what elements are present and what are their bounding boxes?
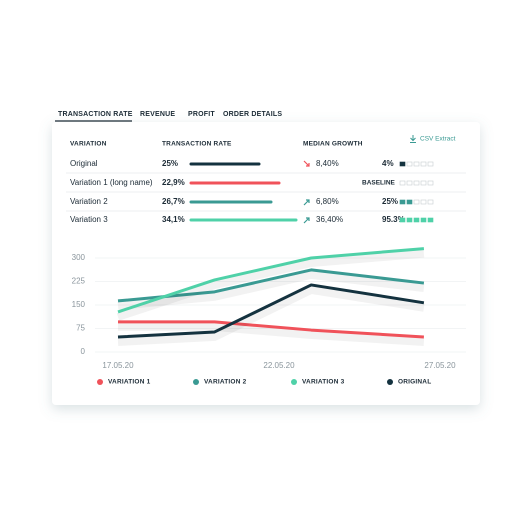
line-shadow — [116, 249, 425, 321]
growth: 8,40% — [316, 159, 339, 168]
trend-arrow — [303, 199, 310, 206]
score-dot — [399, 217, 406, 223]
score: 4% — [382, 159, 394, 168]
series-line — [117, 283, 425, 339]
score-dot — [420, 217, 427, 223]
line-shadow — [117, 285, 425, 346]
score: 25% — [382, 197, 398, 206]
legend-label: VARIATION 1 — [108, 379, 151, 386]
score: BASELINE — [362, 180, 396, 187]
trend-arrow — [303, 160, 310, 167]
y-tick-label: 0 — [81, 347, 86, 356]
y-tick-label: 225 — [72, 277, 86, 286]
legend-label: ORIGINAL — [398, 379, 431, 386]
x-tick-label: 22.05.20 — [263, 361, 295, 370]
variation-name: Variation 2 — [70, 197, 108, 206]
score-dot — [427, 217, 434, 223]
score-dot — [406, 161, 413, 167]
rate: 22,9% — [162, 178, 185, 187]
legend-swatch — [291, 379, 297, 385]
y-tick-label: 300 — [72, 253, 86, 262]
csv-link[interactable]: CSV Extract — [420, 136, 456, 143]
download-icon — [410, 135, 416, 143]
rate: 25% — [162, 159, 178, 168]
legend-swatch — [193, 379, 199, 385]
score-dot — [420, 161, 427, 167]
variation-name: Original — [70, 159, 98, 168]
series-line — [118, 320, 424, 339]
y-tick-label: 150 — [72, 300, 86, 309]
series-line — [117, 247, 425, 314]
growth: 36,40% — [316, 215, 343, 224]
trend-arrow — [303, 217, 310, 224]
rate: 26,7% — [162, 197, 185, 206]
x-tick-label: 17.05.20 — [102, 361, 134, 370]
column-header: MEDIAN GROWTH — [303, 141, 363, 148]
score-dot — [427, 180, 434, 186]
score-dot — [406, 180, 413, 186]
column-header: TRANSACTION RATE — [162, 141, 232, 148]
score-dot — [399, 199, 406, 205]
score-dot — [420, 180, 427, 186]
tab[interactable]: ORDER DETAILS — [223, 111, 282, 118]
score-dot — [413, 199, 420, 205]
legend-label: VARIATION 3 — [302, 379, 345, 386]
line-shadow — [117, 270, 425, 310]
tab[interactable]: PROFIT — [188, 111, 215, 118]
score-dot — [399, 180, 406, 186]
score-dot — [420, 199, 427, 205]
score-dot — [413, 161, 420, 167]
score-dot — [427, 199, 434, 205]
score-dot — [413, 180, 420, 186]
score-dot — [427, 161, 434, 167]
column-header: VARIATION — [70, 141, 107, 148]
score-dot — [406, 199, 413, 205]
legend-label: VARIATION 2 — [204, 379, 247, 386]
score-dot — [399, 161, 406, 167]
x-tick-label: 27.05.20 — [424, 361, 456, 370]
legend-swatch — [97, 379, 103, 385]
variation-name: Variation 1 (long name) — [70, 178, 153, 187]
rate: 34,1% — [162, 215, 185, 224]
growth: 6,80% — [316, 197, 339, 206]
line-shadow — [118, 322, 425, 346]
score-dot — [413, 217, 420, 223]
legend-swatch — [387, 379, 393, 385]
score: 95.3% — [382, 215, 405, 224]
score-dot — [406, 217, 413, 223]
tab[interactable]: REVENUE — [140, 111, 175, 118]
tab[interactable]: TRANSACTION RATE — [58, 111, 133, 118]
variation-name: Variation 3 — [70, 215, 108, 224]
y-tick-label: 75 — [76, 324, 85, 333]
